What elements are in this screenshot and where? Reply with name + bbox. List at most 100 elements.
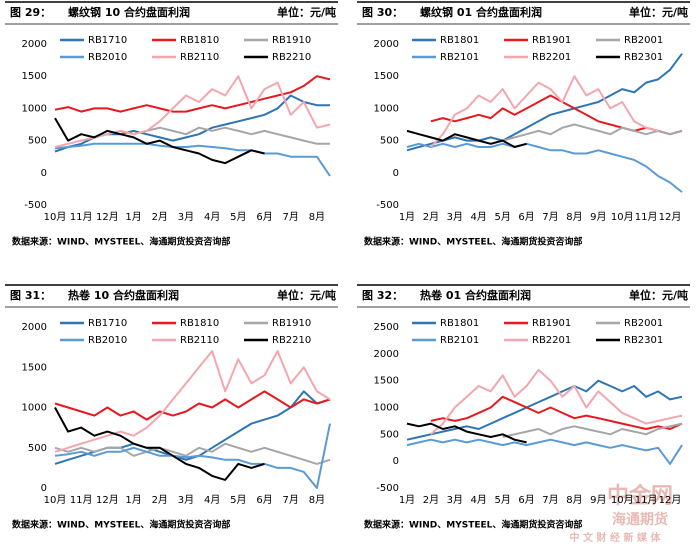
- series-line: [54, 75, 331, 113]
- x-tick-label: 12月: [96, 211, 119, 223]
- x-tick-label: 6月: [256, 211, 272, 223]
- x-tick-label: 4月: [204, 494, 220, 506]
- x-tick-label: 3月: [447, 494, 463, 506]
- unit-label: 单位：元/吨: [277, 5, 336, 19]
- x-tick-label: 8月: [566, 494, 582, 506]
- legend-label: RB2301: [624, 52, 663, 63]
- legend-label: RB1901: [532, 35, 571, 46]
- series-line: [406, 379, 683, 441]
- y-tick-label: 1000: [374, 103, 399, 114]
- x-tick-label: 11月: [635, 494, 658, 506]
- source-note: 数据来源：WIND、MYSTEEL、海通期货投资咨询部: [364, 236, 582, 248]
- chart-title: 热卷 10 合约盘面利润: [68, 288, 179, 302]
- legend-label: RB2001: [624, 35, 663, 46]
- x-tick-label: 9月: [590, 211, 606, 223]
- y-tick-label: 1500: [374, 71, 399, 82]
- series-line: [406, 422, 527, 444]
- x-tick-label: 2月: [423, 494, 439, 506]
- series-line: [406, 129, 527, 148]
- series-line: [502, 123, 683, 142]
- x-tick-label: 1月: [125, 494, 141, 506]
- legend-label: RB2210: [272, 335, 311, 346]
- x-tick-label: 5月: [494, 494, 510, 506]
- y-tick-label: -500: [376, 200, 399, 211]
- y-tick-label: 500: [28, 443, 47, 454]
- x-tick-label: 10月: [44, 494, 67, 506]
- series-line: [406, 53, 683, 152]
- x-tick-label: 1月: [399, 211, 415, 223]
- x-tick-label: 10月: [611, 494, 634, 506]
- figure-label: 图 30：: [362, 6, 403, 19]
- x-tick-label: 5月: [230, 211, 246, 223]
- chart-title: 螺纹钢 10 合约盘面利润: [68, 5, 190, 19]
- x-tick-label: 12月: [96, 494, 119, 506]
- y-tick-label: 0: [41, 483, 47, 494]
- x-tick-label: 3月: [178, 494, 194, 506]
- y-tick-label: 1000: [22, 403, 47, 414]
- x-tick-label: 2月: [152, 211, 168, 223]
- x-tick-label: 9月: [590, 494, 606, 506]
- series-line: [406, 142, 683, 193]
- x-tick-label: 6月: [256, 494, 272, 506]
- series-line: [54, 390, 331, 421]
- x-tick-label: 12月: [659, 211, 682, 223]
- y-tick-label: 500: [28, 136, 47, 147]
- x-tick-label: 7月: [542, 211, 558, 223]
- legend-label: RB1801: [440, 35, 479, 46]
- legend-label: RB2210: [272, 52, 311, 63]
- x-tick-label: 6月: [518, 211, 534, 223]
- y-tick-label: -500: [376, 483, 399, 494]
- y-tick-label: 500: [380, 429, 399, 440]
- legend-label: RB2001: [624, 318, 663, 329]
- unit-label: 单位：元/吨: [629, 5, 688, 19]
- y-tick-label: -500: [24, 200, 47, 211]
- x-tick-label: 4月: [471, 494, 487, 506]
- series-line: [430, 368, 683, 436]
- y-tick-label: 1000: [22, 103, 47, 114]
- series-line: [54, 350, 331, 453]
- series-line: [54, 142, 331, 177]
- legend-label: RB2110: [180, 52, 219, 63]
- x-tick-label: 1月: [399, 494, 415, 506]
- y-tick-label: 1000: [374, 403, 399, 414]
- x-tick-label: 4月: [471, 211, 487, 223]
- series-line: [430, 395, 683, 430]
- legend-label: RB2101: [440, 52, 479, 63]
- y-tick-label: 0: [393, 168, 399, 179]
- source-note: 数据来源：WIND、MYSTEEL、海通期货投资咨询部: [364, 519, 582, 531]
- legend-label: RB2010: [88, 335, 127, 346]
- legend-label: RB1901: [532, 318, 571, 329]
- watermark: 海通期货: [612, 511, 668, 528]
- y-tick-label: 1500: [22, 362, 47, 373]
- series-line: [430, 75, 659, 148]
- y-tick-label: 2000: [22, 39, 47, 50]
- series-line: [54, 442, 331, 465]
- legend-label: RB1710: [88, 318, 127, 329]
- source-note: 数据来源：WIND、MYSTEEL、海通期货投资咨询部: [12, 236, 230, 248]
- x-tick-label: 7月: [542, 494, 558, 506]
- y-tick-label: 0: [393, 456, 399, 467]
- series-line: [54, 407, 265, 481]
- source-note: 数据来源：WIND、MYSTEEL、海通期货投资咨询部: [12, 519, 230, 531]
- x-tick-label: 1月: [125, 211, 141, 223]
- y-tick-label: 2000: [22, 322, 47, 333]
- series-line: [54, 423, 331, 489]
- y-tick-label: 1500: [22, 71, 47, 82]
- legend-label: RB1801: [440, 318, 479, 329]
- legend-label: RB2101: [440, 335, 479, 346]
- y-tick-label: 0: [41, 168, 47, 179]
- x-tick-label: 11月: [635, 211, 658, 223]
- series-line: [406, 438, 683, 465]
- x-tick-label: 3月: [178, 211, 194, 223]
- y-tick-label: 2500: [374, 322, 399, 333]
- x-tick-label: 2月: [423, 211, 439, 223]
- x-tick-label: 11月: [70, 211, 93, 223]
- y-tick-label: 1500: [374, 376, 399, 387]
- figure-label: 图 29：: [10, 6, 51, 19]
- legend-label: RB1910: [272, 35, 311, 46]
- x-tick-label: 8月: [566, 211, 582, 223]
- x-tick-label: 4月: [204, 211, 220, 223]
- series-line: [502, 422, 683, 438]
- x-tick-label: 8月: [309, 211, 325, 223]
